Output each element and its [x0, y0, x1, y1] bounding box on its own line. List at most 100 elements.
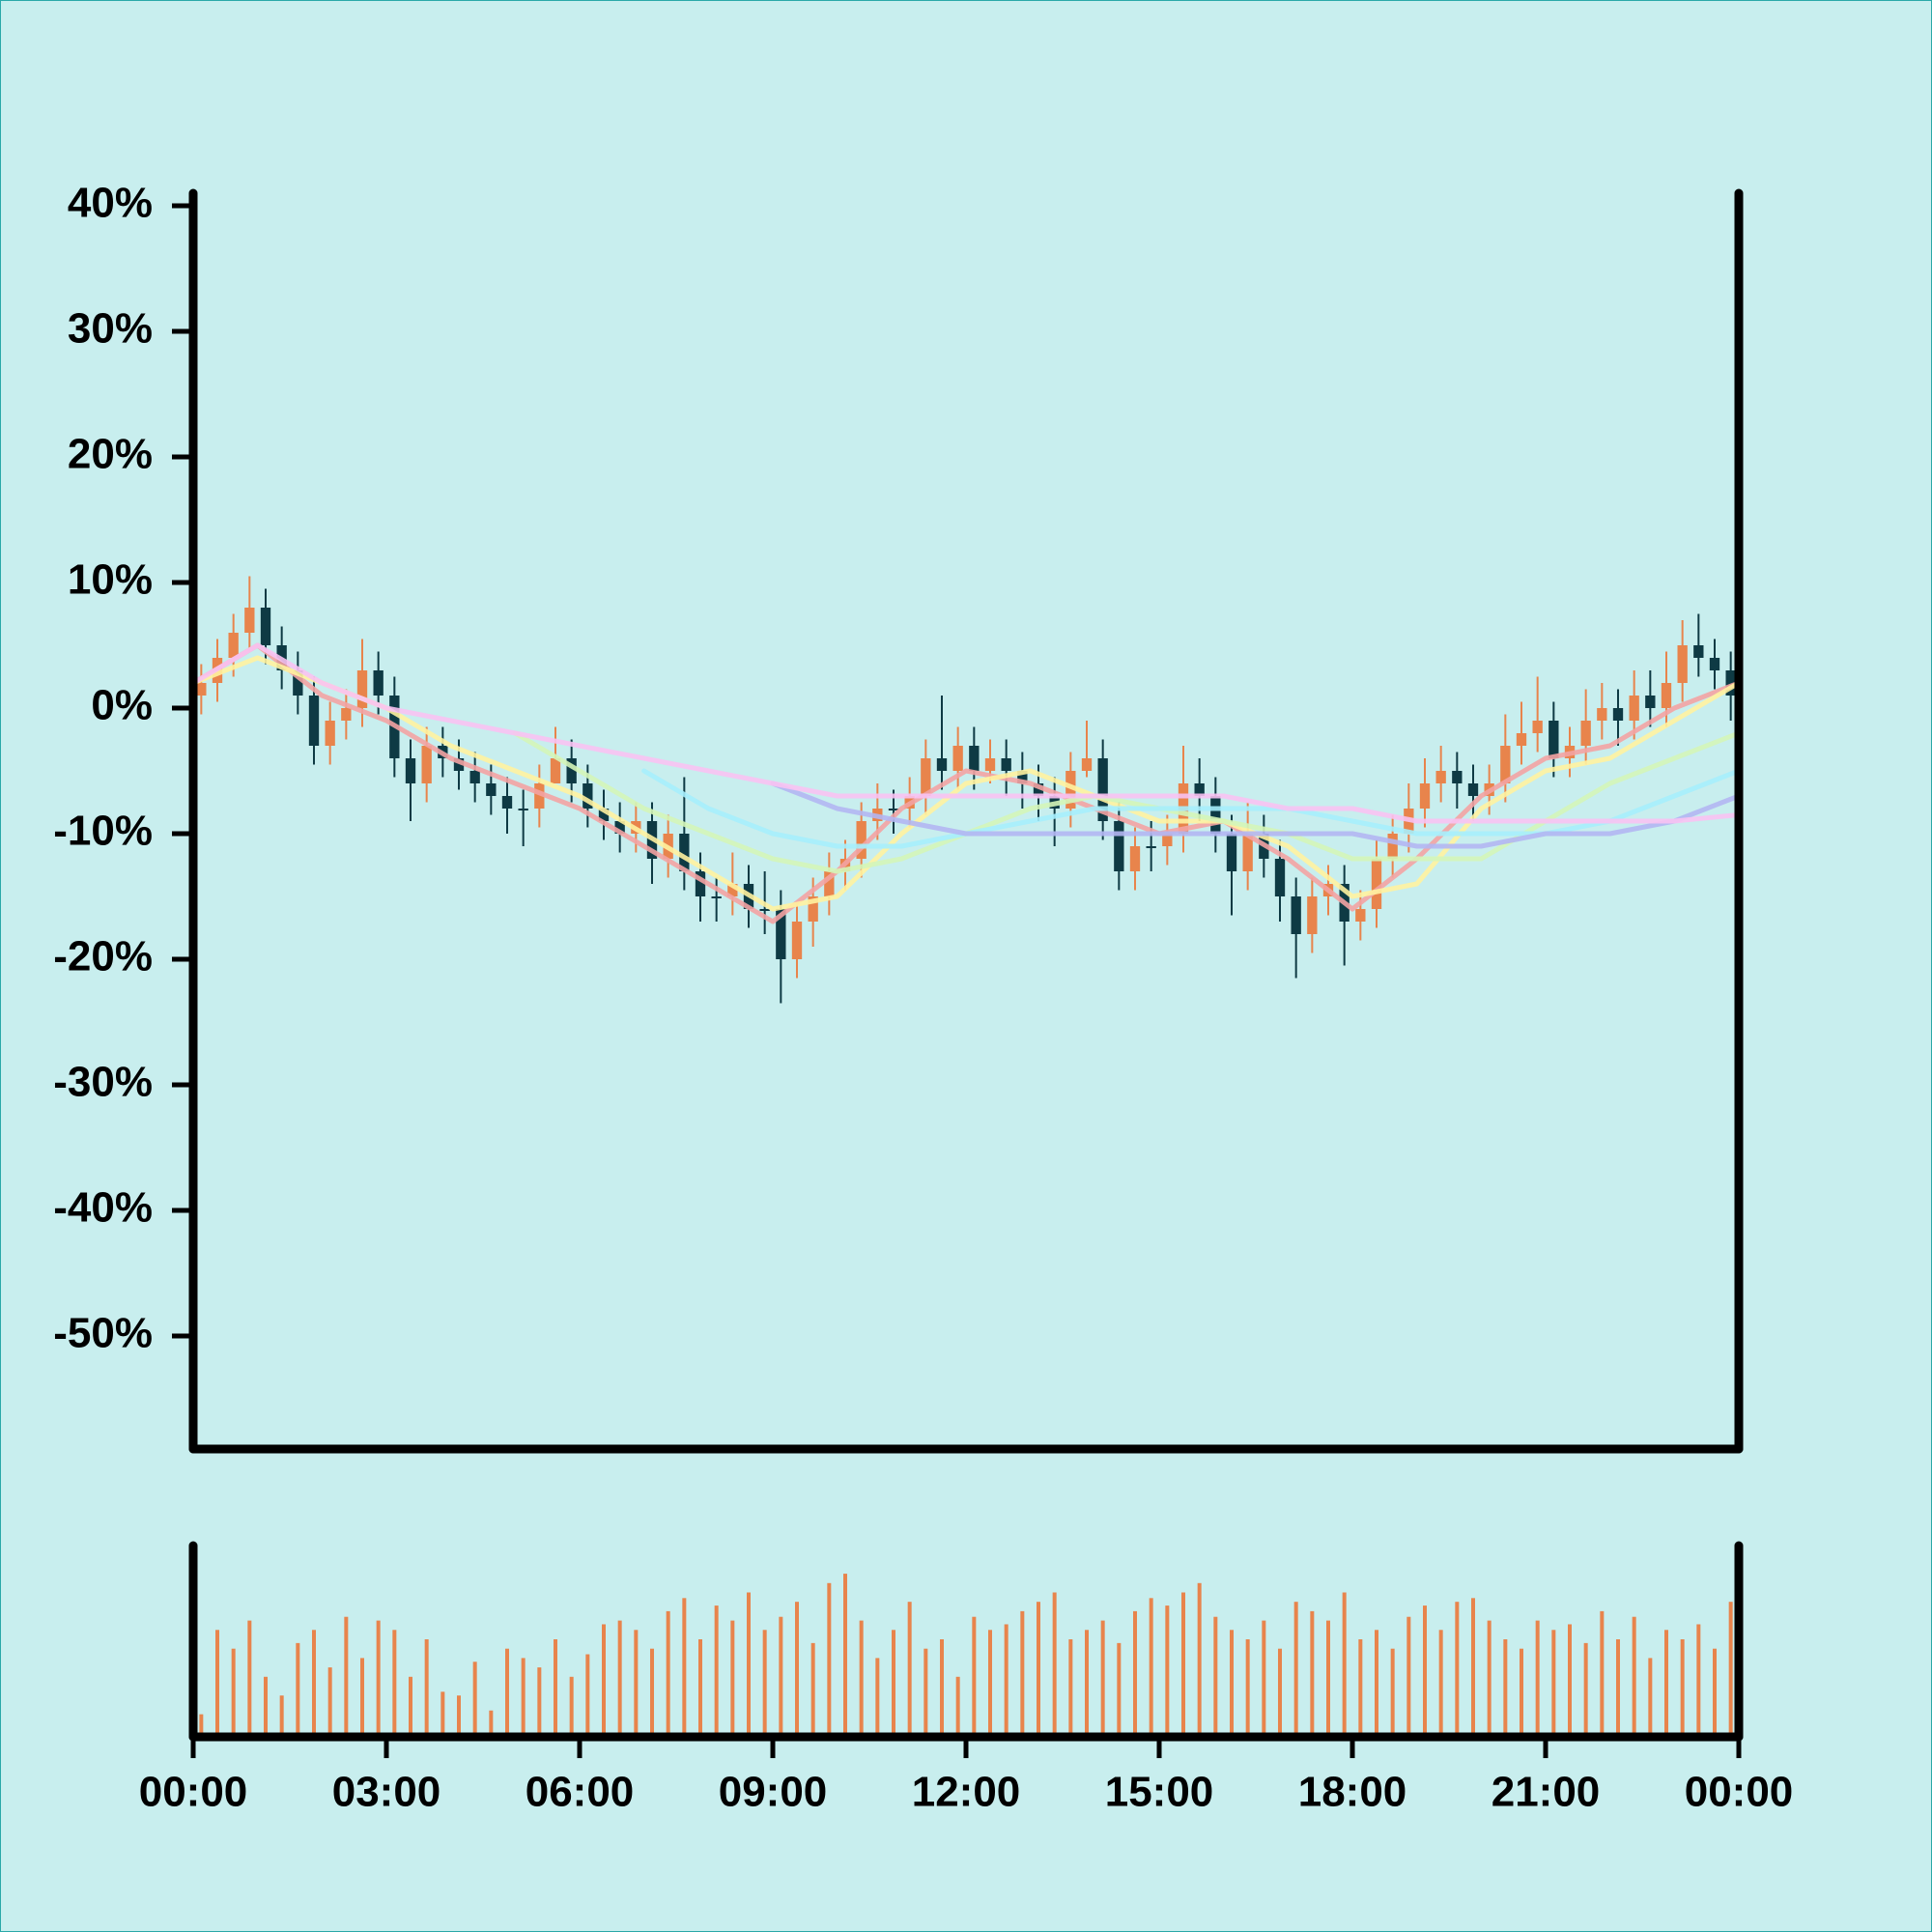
moving-average-line — [190, 655, 1742, 912]
candle-body — [1580, 721, 1591, 746]
volume-bar — [489, 1710, 494, 1733]
volume-bar — [360, 1658, 364, 1733]
volume-bar — [762, 1630, 767, 1733]
candle-body — [727, 884, 738, 896]
volume-bar — [1520, 1648, 1523, 1733]
candle-body — [518, 809, 528, 810]
x-tick-label: 09:00 — [719, 1769, 828, 1816]
candle-body — [888, 809, 899, 810]
candle-body — [1371, 859, 1382, 909]
volume-bar — [955, 1676, 960, 1733]
volume-bar — [1020, 1610, 1025, 1733]
candle-body — [293, 670, 303, 696]
volume-bar — [1375, 1630, 1378, 1733]
volume-bar — [440, 1691, 445, 1733]
x-tick-label: 03:00 — [332, 1769, 441, 1816]
candle-body — [1532, 721, 1543, 733]
candle-body — [759, 909, 770, 911]
volume-bar — [1245, 1639, 1250, 1733]
volume-bar — [1551, 1630, 1556, 1733]
candle-body — [614, 821, 625, 834]
volume-bar — [457, 1695, 461, 1733]
candle-body — [228, 633, 239, 658]
candle-body — [550, 758, 561, 783]
y-tick-label: 20% — [68, 431, 153, 478]
candle-body — [1597, 708, 1607, 721]
volume-bar — [1230, 1630, 1234, 1733]
volume-bar — [1664, 1630, 1668, 1733]
volume-bar — [907, 1602, 912, 1733]
volume-bar — [585, 1654, 590, 1733]
volume-bar — [1390, 1648, 1395, 1733]
candle-body — [1017, 771, 1028, 783]
x-tick-label: 00:00 — [1685, 1769, 1794, 1816]
volume-bar — [1181, 1592, 1185, 1733]
candle-body — [1081, 758, 1093, 771]
candle-body — [260, 608, 271, 645]
price-panel — [190, 576, 1742, 1004]
volume-bar — [827, 1582, 832, 1733]
candle-body — [1709, 658, 1720, 670]
volume-bar — [875, 1658, 880, 1733]
volume-bar — [1713, 1648, 1717, 1733]
volume-bar — [231, 1648, 236, 1733]
candle-body — [453, 758, 465, 771]
candle-body — [1629, 696, 1639, 721]
volume-bar — [1423, 1605, 1427, 1733]
volume-bar — [1568, 1624, 1572, 1733]
candle-body — [824, 871, 835, 896]
candle-body — [1612, 708, 1624, 721]
candle-body — [244, 608, 255, 633]
candle-body — [695, 871, 706, 896]
volume-bar — [409, 1676, 412, 1733]
x-tick-label: 21:00 — [1492, 1769, 1601, 1816]
candle-body — [325, 721, 335, 746]
candle-body — [1677, 645, 1688, 683]
volume-bar — [554, 1639, 557, 1733]
candle-body — [936, 758, 948, 771]
volume-bar — [505, 1648, 509, 1733]
candle-body — [1307, 896, 1318, 934]
volume-bar — [988, 1630, 992, 1733]
volume-bar — [247, 1620, 252, 1733]
volume-bar — [1632, 1616, 1636, 1733]
candle-body — [1725, 670, 1736, 696]
candle-body — [1146, 846, 1156, 848]
volume-bar — [1085, 1630, 1089, 1733]
volume-bar — [1100, 1620, 1105, 1733]
candle-body — [776, 909, 786, 959]
candle-body — [1065, 771, 1076, 809]
candle-body — [791, 922, 803, 959]
moving-average-line — [512, 730, 1742, 874]
volume-bar — [1471, 1598, 1475, 1733]
volume-bar — [666, 1610, 670, 1733]
volume-bar — [1068, 1639, 1073, 1733]
volume-bar — [472, 1662, 477, 1733]
volume-bar — [940, 1639, 944, 1733]
volume-bar — [1197, 1582, 1202, 1733]
volume-bar — [537, 1667, 542, 1733]
y-tick-label: -10% — [53, 808, 153, 855]
volume-bar — [1583, 1642, 1588, 1733]
volume-bar — [714, 1605, 719, 1733]
candle-body — [921, 758, 931, 796]
volume-bar — [1680, 1639, 1685, 1733]
candle-body — [1500, 746, 1511, 783]
candle-body — [373, 670, 384, 696]
y-tick-label: -50% — [53, 1310, 153, 1357]
candle-body — [598, 809, 610, 821]
candle-body — [1129, 846, 1141, 871]
candle-body — [1661, 683, 1672, 708]
volume-bar — [569, 1676, 574, 1733]
y-tick-label: -30% — [53, 1059, 153, 1106]
volume-bar — [1052, 1592, 1057, 1733]
volume-bar — [344, 1616, 349, 1733]
volume-bar — [1149, 1598, 1153, 1733]
volume-bar — [376, 1620, 381, 1733]
candle-body — [534, 783, 545, 809]
volume-bar — [892, 1630, 895, 1733]
candle-body — [1387, 834, 1398, 859]
volume-bar — [698, 1639, 702, 1733]
volume-bar — [1535, 1620, 1540, 1733]
